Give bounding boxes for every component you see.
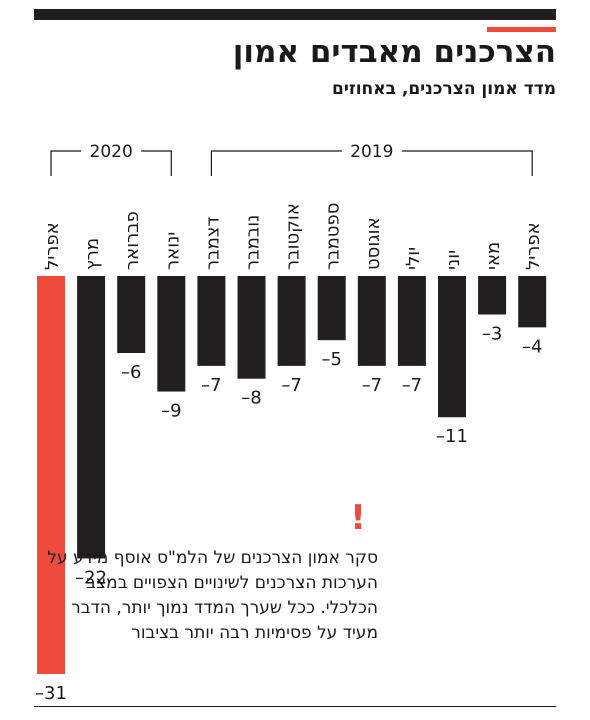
bar-4: [397, 276, 426, 366]
month-label: מרץ: [82, 238, 103, 270]
year-label: 2019: [350, 142, 393, 162]
top-rule: [34, 9, 556, 20]
month-label: דצמבר: [202, 217, 223, 270]
bar-value-label: –5: [321, 349, 341, 370]
month-label: ספטמבר: [323, 203, 344, 270]
month-label: נובמבר: [243, 215, 264, 270]
bar-value-label: –22: [75, 567, 107, 588]
bar-13: [37, 276, 65, 674]
bar-11: [117, 276, 146, 354]
bar-value-label: –6: [121, 362, 141, 383]
year-bracket-2: [141, 150, 172, 176]
chart-subtitle: מדד אמון הצרכנים, באחוזים: [332, 79, 556, 99]
bar-9: [197, 276, 226, 366]
bar-5: [357, 276, 386, 366]
month-label: אפריל: [42, 222, 63, 270]
month-label: אוגוסט: [363, 217, 384, 270]
month-label: אוקטובר: [283, 203, 304, 270]
bar-value-label: –9: [161, 401, 181, 422]
bar-value-label: –11: [436, 426, 468, 447]
bar-7: [277, 276, 306, 366]
bar-6: [317, 276, 346, 341]
bar-value-label: –7: [201, 375, 221, 396]
bar-2: [478, 276, 507, 315]
bar-8: [237, 276, 266, 379]
year-bracket-1: [401, 150, 533, 176]
bar-12: [77, 276, 106, 559]
bar-value-label: –7: [402, 375, 422, 396]
bottom-rule: [34, 706, 556, 707]
month-label: יולי: [403, 247, 424, 270]
exclamation-icon: !: [350, 498, 366, 538]
accent-tab: [487, 27, 556, 32]
bar-value-label: –4: [522, 336, 542, 357]
bar-1: [518, 276, 547, 328]
bar-10: [157, 276, 186, 392]
bar-value-label: –7: [281, 375, 301, 396]
bar-value-label: –3: [482, 324, 502, 345]
year-bracket-1: [210, 150, 342, 176]
month-label: יוני: [443, 250, 464, 270]
page-title: הצרכנים מאבדים אמון: [232, 34, 556, 70]
bar-value-label: –7: [362, 375, 382, 396]
bar-value-label: –31: [35, 683, 67, 704]
year-bracket-2: [50, 150, 82, 176]
month-label: ינואר: [162, 232, 183, 270]
month-label: פברואר: [122, 211, 143, 270]
bar-3: [438, 276, 466, 418]
month-label: אפריל: [523, 222, 544, 270]
chart-note: סקר אמון הצרכנים של הלמ"ס אוסף מידע על ה…: [47, 548, 378, 643]
bar-value-label: –8: [241, 388, 261, 409]
year-label: 2020: [90, 142, 133, 162]
month-label: מאי: [483, 242, 504, 270]
